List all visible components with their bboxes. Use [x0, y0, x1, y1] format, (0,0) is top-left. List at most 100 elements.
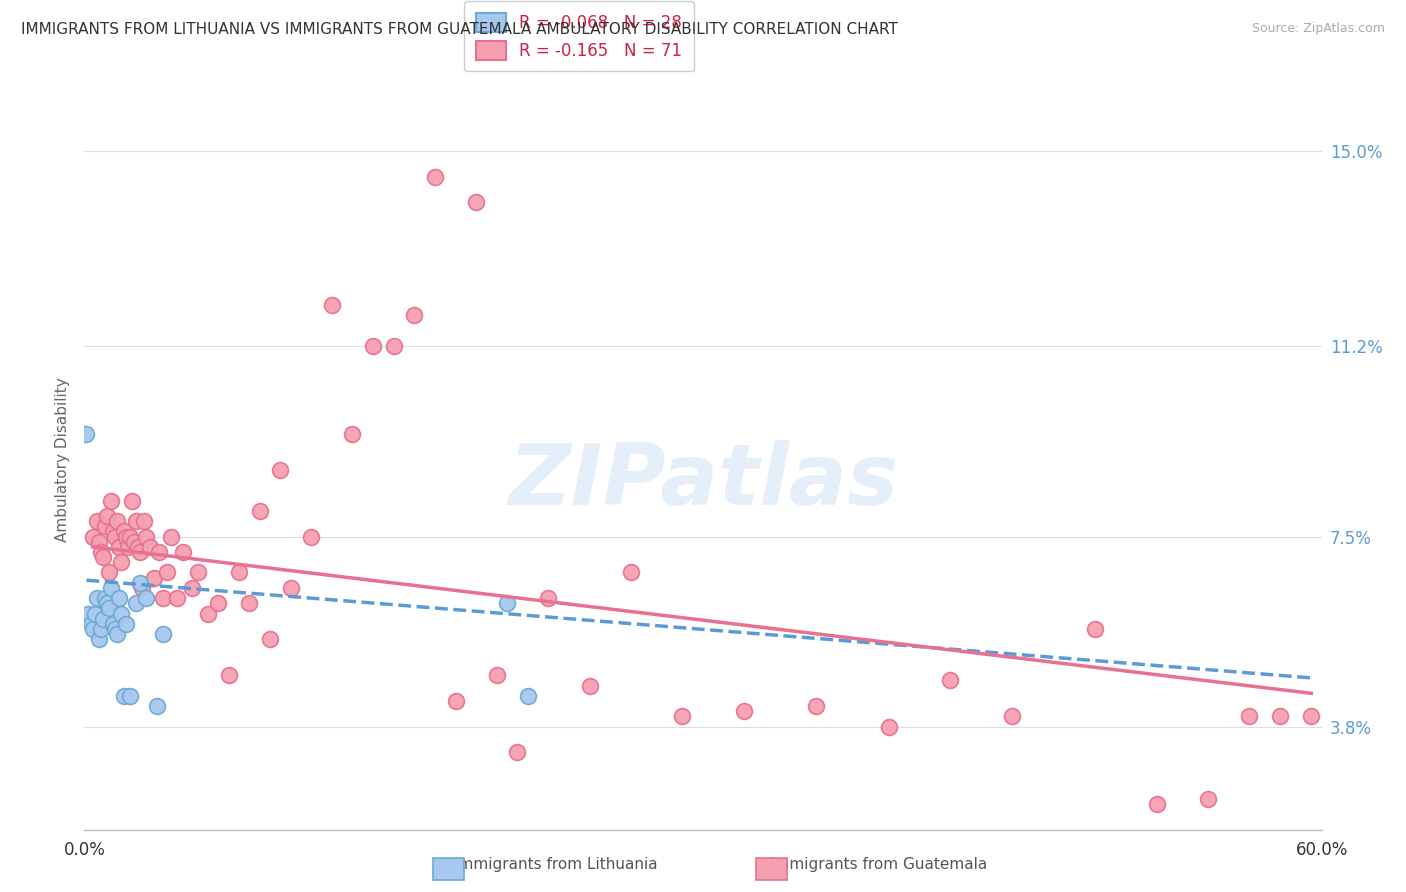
Point: [671, 709, 693, 723]
Text: ZIPatlas: ZIPatlas: [508, 440, 898, 523]
Point: [280, 581, 302, 595]
Point: [90, 545, 112, 559]
Point: [160, 529, 183, 543]
Point: [105, 627, 128, 641]
Point: [98, 566, 121, 580]
Point: [104, 529, 127, 543]
Point: [112, 524, 135, 539]
Point: [83, 607, 105, 621]
Point: [135, 591, 157, 606]
Point: [139, 540, 162, 554]
Point: [112, 689, 135, 703]
Point: [228, 566, 250, 580]
Point: [218, 668, 240, 682]
Point: [91, 612, 114, 626]
Point: [118, 689, 141, 703]
Legend: R = -0.068   N = 28, R = -0.165   N = 71: R = -0.068 N = 28, R = -0.165 N = 71: [464, 1, 695, 71]
Y-axis label: Ambulatory Disability: Ambulatory Disability: [55, 377, 70, 541]
Point: [145, 699, 167, 714]
Point: [1301, 709, 1323, 723]
Point: [404, 309, 426, 323]
Point: [485, 668, 508, 682]
Point: [90, 622, 112, 636]
Point: [506, 746, 529, 760]
Point: [1197, 791, 1219, 805]
Point: [100, 493, 122, 508]
Point: [269, 463, 291, 477]
Point: [1146, 797, 1168, 811]
Point: [103, 524, 125, 539]
Point: [75, 426, 97, 441]
Point: [94, 519, 117, 533]
Point: [82, 622, 104, 636]
Point: [96, 508, 118, 523]
Text: IMMIGRANTS FROM LITHUANIA VS IMMIGRANTS FROM GUATEMALA AMBULATORY DISABILITY COR: IMMIGRANTS FROM LITHUANIA VS IMMIGRANTS …: [21, 22, 898, 37]
Point: [172, 545, 194, 559]
Point: [114, 616, 136, 631]
Point: [423, 169, 446, 184]
Point: [103, 616, 125, 631]
Point: [1084, 622, 1107, 636]
Point: [108, 591, 131, 606]
Point: [129, 575, 152, 590]
Point: [108, 540, 131, 554]
Point: [82, 529, 104, 543]
Point: [496, 596, 519, 610]
Point: [148, 545, 170, 559]
Point: [135, 529, 157, 543]
Point: [299, 529, 322, 543]
Point: [127, 540, 149, 554]
Point: [122, 534, 145, 549]
Point: [166, 591, 188, 606]
Point: [86, 591, 108, 606]
Point: [114, 529, 136, 543]
Point: [197, 607, 219, 621]
Point: [98, 601, 121, 615]
Point: [79, 616, 101, 631]
Point: [110, 555, 132, 569]
Point: [86, 514, 108, 528]
Point: [516, 689, 538, 703]
Text: Immigrants from Guatemala: Immigrants from Guatemala: [770, 857, 987, 872]
Text: Source: ZipAtlas.com: Source: ZipAtlas.com: [1251, 22, 1385, 36]
Point: [342, 426, 364, 441]
Point: [91, 550, 114, 565]
Point: [117, 540, 139, 554]
Point: [156, 566, 179, 580]
Point: [465, 195, 488, 210]
Point: [187, 566, 209, 580]
Point: [105, 514, 128, 528]
Point: [125, 514, 148, 528]
Point: [238, 596, 260, 610]
Point: [939, 673, 962, 688]
Point: [180, 581, 202, 595]
Point: [121, 493, 143, 508]
Point: [444, 694, 467, 708]
Point: [131, 581, 153, 595]
Point: [361, 339, 384, 353]
Point: [96, 596, 118, 610]
Point: [620, 566, 643, 580]
Point: [100, 581, 122, 595]
Point: [94, 591, 117, 606]
Text: Immigrants from Lithuania: Immigrants from Lithuania: [454, 857, 657, 872]
Point: [77, 607, 100, 621]
Point: [207, 596, 229, 610]
Point: [129, 545, 152, 559]
Point: [87, 632, 110, 647]
Point: [733, 704, 755, 718]
Point: [382, 339, 405, 353]
Point: [104, 622, 127, 636]
Point: [578, 679, 600, 693]
Point: [134, 514, 156, 528]
Point: [877, 720, 900, 734]
Point: [125, 596, 148, 610]
Point: [152, 591, 174, 606]
Point: [1270, 709, 1292, 723]
Point: [1239, 709, 1261, 723]
Point: [87, 534, 110, 549]
Point: [321, 298, 343, 312]
Point: [806, 699, 828, 714]
Point: [110, 607, 132, 621]
Point: [259, 632, 281, 647]
